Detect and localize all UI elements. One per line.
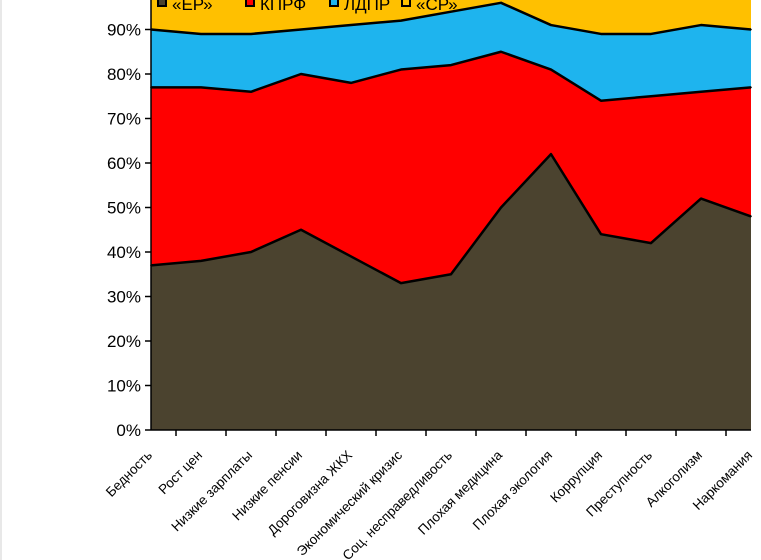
legend: «ЕР» КПРФ ЛДПР «СР» [157,0,458,14]
area-series-group [151,0,751,430]
area-series-2 [151,51,751,284]
legend-label-4: «СР» [416,0,458,14]
x-tick-label: Рост цен [156,448,206,498]
data-point-3-5 [350,24,352,26]
y-tick-label: 10% [107,377,141,396]
legend-swatch-3 [329,0,339,7]
data-point-2-7 [450,64,452,66]
data-point-3-4 [300,28,302,31]
data-point-3-8 [500,2,502,4]
y-tick-label: 50% [107,199,141,218]
data-point-3-3 [250,33,252,35]
data-point-3-7 [450,10,452,13]
y-tick-label: 90% [107,21,141,40]
data-point-2-12 [700,91,702,93]
y-tick-label: 70% [107,110,141,129]
y-tick-label: 20% [107,332,141,351]
data-point-2-2 [200,86,202,89]
data-point-1-5 [350,255,352,258]
area-series-3 [151,2,751,101]
data-point-2-13 [750,86,752,89]
data-point-1-8 [500,206,502,209]
data-point-3-9 [550,24,552,26]
data-point-3-6 [400,19,402,22]
legend-swatch-4 [401,0,411,7]
legend-label-3: ЛДПР [344,0,390,14]
data-point-2-11 [650,95,652,98]
data-point-1-2 [200,260,202,262]
data-point-2-3 [250,91,252,93]
data-point-3-13 [750,28,752,31]
y-tick-label: 40% [107,243,141,262]
area-series-4 [151,0,751,34]
data-point-1-10 [600,233,602,235]
data-point-1-3 [250,251,252,253]
data-point-3-12 [700,24,702,26]
data-point-1-12 [700,197,702,200]
data-point-2-4 [300,73,302,75]
y-tick-label: 0% [116,421,141,440]
x-tick-label: Плохая медицина [415,447,505,537]
x-tick-label: Дороговизна ЖКХ [265,448,355,538]
y-tick-label: 30% [107,288,141,307]
data-point-3-2 [200,33,202,35]
data-point-3-10 [600,33,602,35]
legend-label-2: КПРФ [260,0,306,14]
y-tick-label: 80% [107,65,141,84]
data-point-1-6 [400,282,402,284]
data-point-2-9 [550,68,552,71]
data-point-1-11 [650,242,652,244]
series-boundary-group [150,1,752,285]
data-point-2-6 [400,68,402,71]
data-point-2-5 [350,82,352,84]
legend-label-1: «ЕР» [172,0,213,14]
x-tick-label: Бедность [103,448,155,500]
data-point-1-9 [550,153,552,155]
legend-swatch-1 [157,0,167,7]
data-point-1-4 [300,228,302,231]
data-point-2-10 [600,99,602,102]
data-point-3-11 [650,33,652,35]
legend-swatch-2 [245,0,255,7]
data-point-1-13 [750,215,752,218]
data-point-1-7 [450,273,452,276]
y-tick-label: 60% [107,154,141,173]
area-series-1 [151,154,751,430]
data-point-2-8 [500,50,502,53]
